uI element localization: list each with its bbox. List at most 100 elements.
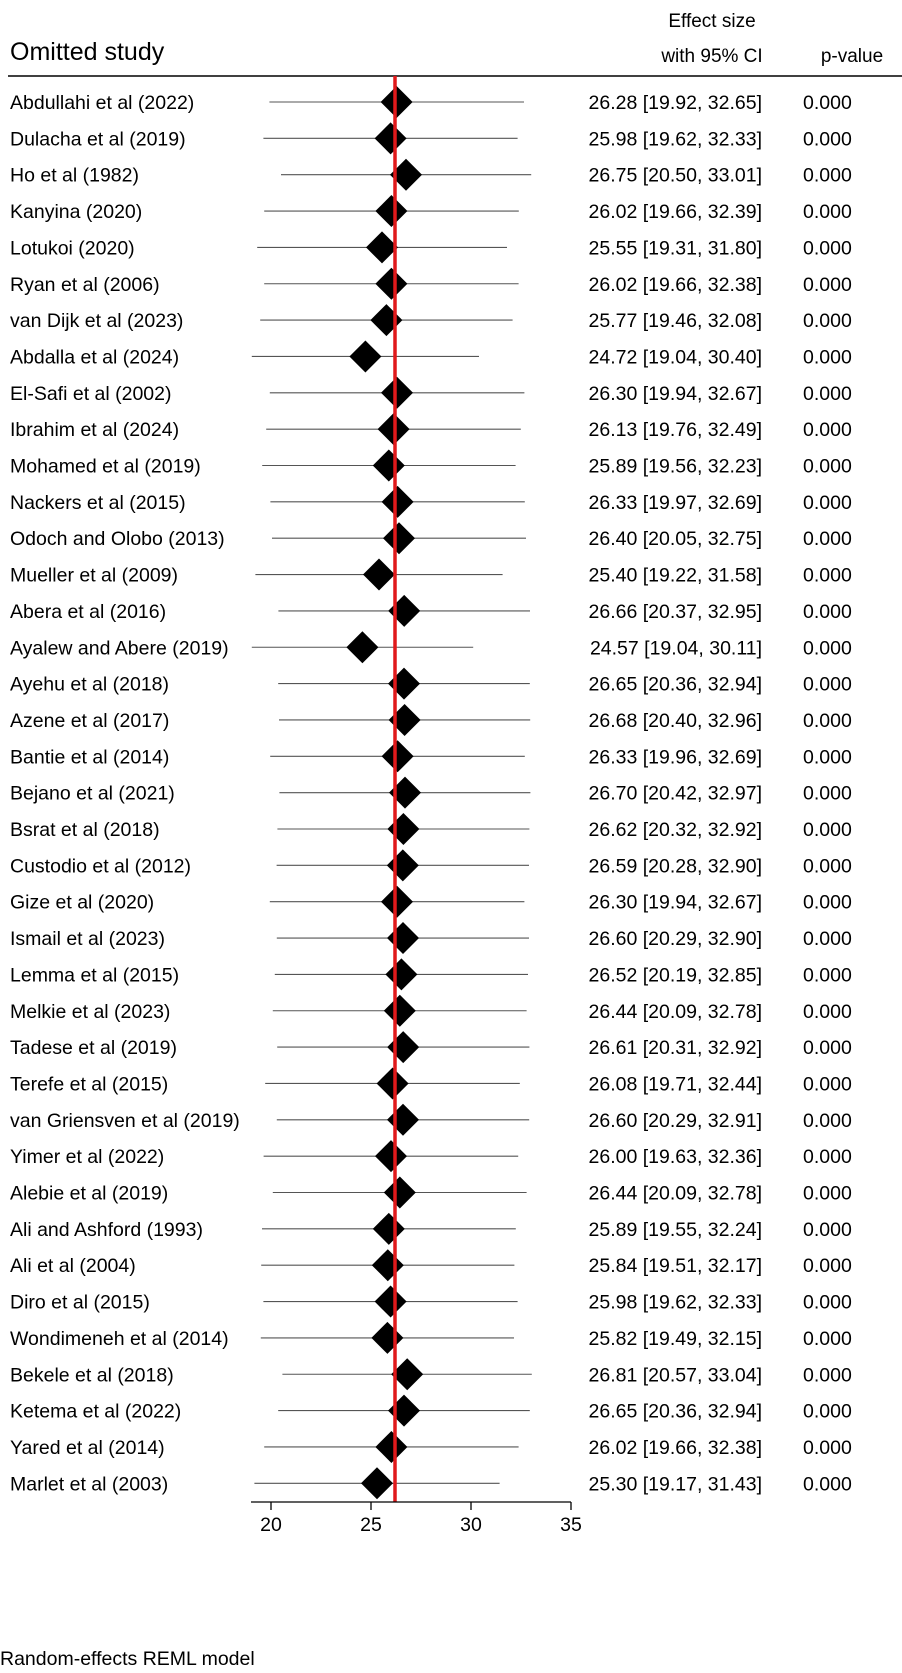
p-value: 0.000: [803, 1255, 852, 1277]
study-label: Marlet et al (2003): [10, 1473, 168, 1495]
effect-size-marker: [371, 1249, 404, 1282]
effect-size-marker: [375, 195, 408, 228]
effect-size-ci-value: 24.57 [19.04, 30.11]: [590, 637, 762, 659]
p-value: 0.000: [803, 746, 852, 768]
study-label: Terefe et al (2015): [10, 1073, 168, 1095]
study-row: Terefe et al (2015) 26.08 [19.71, 32.44] 0…: [10, 1067, 852, 1100]
effect-size-ci-value: 26.60 [20.29, 32.91]: [589, 1110, 762, 1132]
study-label: Ismail et al (2023): [10, 928, 165, 950]
effect-size-ci-value: 26.33 [19.97, 32.69]: [589, 492, 762, 514]
effect-size-ci-value: 25.84 [19.51, 32.17]: [589, 1255, 762, 1277]
effect-size-marker: [374, 1285, 407, 1318]
study-label: Bejano et al (2021): [10, 783, 175, 805]
study-row: Mohamed et al (2019) 25.89 [19.56, 32.23]…: [10, 449, 852, 482]
p-value: 0.000: [803, 1328, 852, 1350]
effect-size-ci-value: 26.70 [20.42, 32.97]: [589, 783, 762, 805]
study-row: Ho et al (1982) 26.75 [20.50, 33.01] 0.000: [10, 158, 852, 191]
study-row: Ayehu et al (2018) 26.65 [20.36, 32.94] 0.…: [10, 667, 852, 700]
effect-size-ci-value: 25.77 [19.46, 32.08]: [589, 310, 762, 332]
effect-size-ci-value: 26.66 [20.37, 32.95]: [589, 601, 762, 623]
study-row: Abera et al (2016) 26.66 [20.37, 32.95] 0.…: [10, 594, 852, 627]
study-label: Mohamed et al (2019): [10, 456, 201, 478]
study-row: El-Safi et al (2002) 26.30 [19.94, 32.67]…: [10, 376, 852, 409]
study-row: Wondimeneh et al (2014) 25.82 [19.49, 32.…: [10, 1321, 852, 1354]
p-value: 0.000: [803, 492, 852, 514]
study-label: Yimer et al (2022): [10, 1146, 164, 1168]
study-label: Yared et al (2014): [10, 1437, 165, 1459]
study-label: Diro et al (2015): [10, 1292, 150, 1314]
effect-size-marker: [349, 340, 382, 373]
study-label: Melkie et al (2023): [10, 1001, 170, 1023]
study-row: Mueller et al (2009) 25.40 [19.22, 31.58]…: [10, 558, 852, 591]
p-value: 0.000: [803, 92, 852, 114]
study-row: van Griensven et al (2019) 26.60 [20.29, …: [10, 1103, 852, 1136]
effect-size-marker: [391, 1358, 424, 1391]
p-value: 0.000: [803, 1183, 852, 1205]
study-label: Ali et al (2004): [10, 1255, 136, 1277]
study-row: Ketema et al (2022) 26.65 [20.36, 32.94] 0…: [10, 1394, 852, 1427]
effect-size-ci-value: 26.13 [19.76, 32.49]: [589, 419, 762, 441]
effect-size-ci-value: 26.40 [20.05, 32.75]: [589, 528, 762, 550]
study-label: Odoch and Olobo (2013): [10, 528, 225, 550]
effect-size-ci-value: 25.98 [19.62, 32.33]: [589, 128, 762, 150]
effect-size-marker: [383, 1176, 416, 1209]
study-label: Ayehu et al (2018): [10, 674, 169, 696]
effect-size-ci-value: 25.55 [19.31, 31.80]: [589, 237, 762, 259]
effect-size-marker: [388, 1394, 420, 1427]
p-value: 0.000: [803, 1473, 852, 1495]
study-label: Wondimeneh et al (2014): [10, 1328, 229, 1350]
effect-size-marker: [381, 885, 413, 918]
effect-size-ci-value: 26.44 [20.09, 32.78]: [589, 1183, 762, 1205]
study-row: Yimer et al (2022) 26.00 [19.63, 32.36] 0.…: [10, 1140, 852, 1173]
p-value: 0.000: [803, 456, 852, 478]
study-row: Ali and Ashford (1993) 25.89 [19.55, 32.2…: [10, 1212, 852, 1245]
study-row: Bejano et al (2021) 26.70 [20.42, 32.97] 0…: [10, 776, 852, 809]
p-value: 0.000: [803, 855, 852, 877]
effect-size-ci-value: 26.44 [20.09, 32.78]: [589, 1001, 762, 1023]
effect-size-ci-value: 24.72 [19.04, 30.40]: [589, 346, 762, 368]
study-row: Tadese et al (2019) 26.61 [20.31, 32.92] 0…: [10, 1031, 852, 1064]
study-row: Dulacha et al (2019) 25.98 [19.62, 32.33]…: [10, 122, 852, 155]
study-row: Ibrahim et al (2024) 26.13 [19.76, 32.49]…: [10, 413, 852, 446]
study-row: Marlet et al (2003) 25.30 [19.17, 31.43] 0…: [10, 1467, 852, 1500]
study-label: Kanyina (2020): [10, 201, 142, 223]
effect-size-ci-value: 26.68 [20.40, 32.96]: [589, 710, 762, 732]
p-value: 0.000: [803, 565, 852, 587]
p-value: 0.000: [803, 710, 852, 732]
effect-size-ci-value: 25.98 [19.62, 32.33]: [589, 1292, 762, 1314]
effect-size-ci-value: 25.89 [19.55, 32.24]: [589, 1219, 762, 1241]
effect-size-ci-value: 26.30 [19.94, 32.67]: [589, 383, 762, 405]
p-value: 0.000: [803, 1037, 852, 1059]
p-value: 0.000: [803, 201, 852, 223]
effect-size-marker: [388, 594, 421, 627]
study-row: Diro et al (2015) 25.98 [19.62, 32.33] 0.0…: [10, 1285, 852, 1318]
effect-size-ci-value: 26.59 [20.28, 32.90]: [589, 855, 762, 877]
study-row: van Dijk et al (2023) 25.77 [19.46, 32.08…: [10, 304, 852, 337]
effect-size-ci-value: 26.30 [19.94, 32.67]: [589, 892, 762, 914]
effect-size-marker: [376, 1067, 409, 1100]
effect-size-marker: [381, 740, 414, 773]
effect-size-marker: [383, 994, 416, 1027]
x-axis: 20 25 30 35: [251, 1501, 582, 1536]
p-value: 0.000: [803, 674, 852, 696]
effect-size-marker: [363, 558, 395, 591]
effect-size-ci-value: 26.62 [20.32, 32.92]: [589, 819, 762, 841]
model-footnote: Random-effects REML model: [0, 1648, 255, 1670]
effect-size-ci-value: 26.52 [20.19, 32.85]: [589, 964, 762, 986]
effect-size-ci-value: 26.65 [20.36, 32.94]: [589, 674, 762, 696]
effect-size-ci-value: 26.02 [19.66, 32.39]: [589, 201, 762, 223]
effect-size-marker: [366, 231, 398, 264]
effect-size-ci-value: 26.33 [19.96, 32.69]: [589, 746, 762, 768]
effect-size-ci-value: 25.40 [19.22, 31.58]: [589, 565, 762, 587]
chart-title: Omitted study: [10, 38, 165, 66]
effect-size-marker: [371, 1321, 404, 1354]
p-value: 0.000: [803, 128, 852, 150]
effect-size-marker: [383, 522, 415, 555]
study-label: Bsrat et al (2018): [10, 819, 160, 841]
effect-size-marker: [387, 922, 419, 955]
study-row: Bantie et al (2014) 26.33 [19.96, 32.69] 0…: [10, 740, 852, 773]
effect-size-ci-value: 26.61 [20.31, 32.92]: [589, 1037, 762, 1059]
study-label: Lemma et al (2015): [10, 964, 179, 986]
effect-size-marker: [375, 1430, 408, 1463]
x-tick-label: 20: [260, 1514, 282, 1536]
